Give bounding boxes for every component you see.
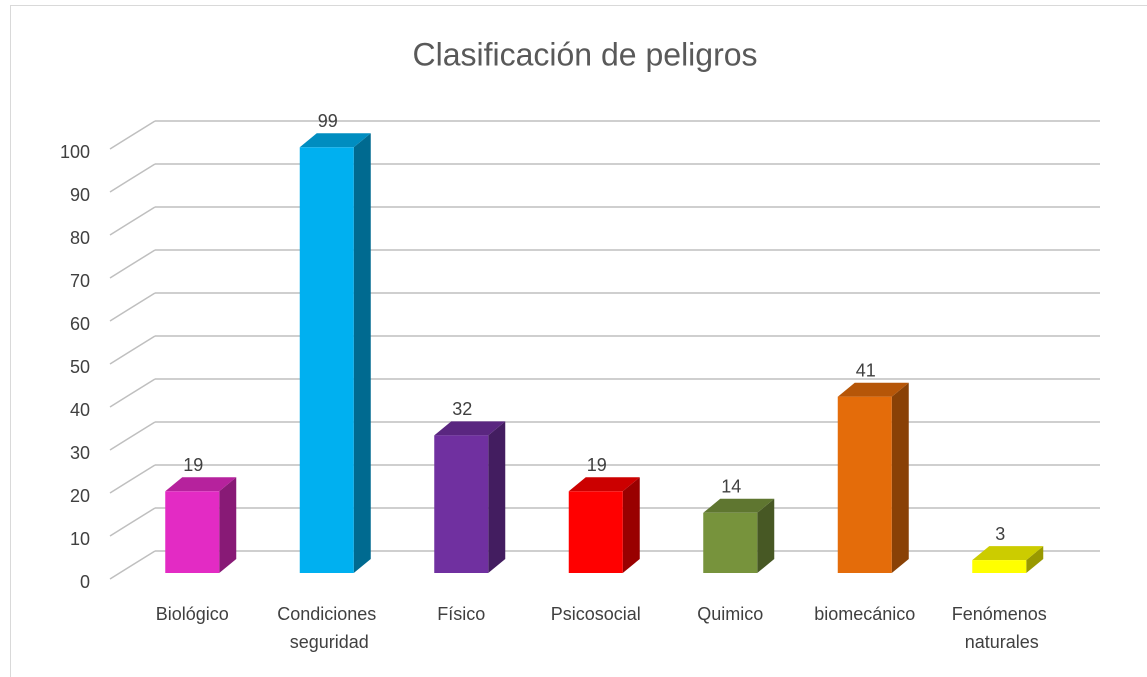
y-tick-label: 70 xyxy=(70,271,90,291)
data-label: 41 xyxy=(856,360,876,380)
grid-line xyxy=(109,206,156,236)
x-tick-label: Físico xyxy=(437,604,485,624)
y-tick-label: 90 xyxy=(70,185,90,205)
bar xyxy=(299,147,354,574)
data-label: 99 xyxy=(318,111,338,131)
grid-line xyxy=(109,249,156,279)
x-tick-label: biomecánico xyxy=(814,604,915,624)
y-tick-label: 60 xyxy=(70,314,90,334)
grid-line xyxy=(109,335,156,365)
y-tick-label: 80 xyxy=(70,228,90,248)
bar-top xyxy=(165,477,237,492)
bar-top xyxy=(299,133,371,148)
bar xyxy=(703,512,758,573)
data-label: 32 xyxy=(452,399,472,419)
x-tick-label: Biológico xyxy=(156,604,229,624)
grid-line xyxy=(109,421,156,451)
bar-side xyxy=(1026,546,1044,573)
bar-side xyxy=(622,477,640,573)
bar-top xyxy=(434,421,506,436)
grid-line xyxy=(109,550,156,580)
bar-top xyxy=(703,498,775,513)
bar-top xyxy=(568,477,640,492)
bar-top xyxy=(972,546,1044,561)
y-tick-label: 10 xyxy=(70,529,90,549)
grid-line xyxy=(109,507,156,537)
grid-line xyxy=(109,163,156,193)
y-tick-label: 40 xyxy=(70,400,90,420)
bar xyxy=(972,560,1027,573)
bar xyxy=(568,491,623,573)
data-label: 14 xyxy=(721,477,741,497)
x-tick-label: Condiciones seguridad xyxy=(277,604,376,652)
bar-side xyxy=(757,498,775,573)
chart-border xyxy=(10,5,1147,677)
data-label: 19 xyxy=(587,455,607,475)
x-tick-label: Fenómenos naturales xyxy=(952,604,1047,652)
y-tick-label: 0 xyxy=(80,572,90,592)
data-label: 19 xyxy=(183,455,203,475)
grid-line xyxy=(109,464,156,494)
grid-line xyxy=(109,378,156,408)
data-label: 3 xyxy=(995,524,1005,544)
bar-side xyxy=(488,421,506,573)
bar xyxy=(434,435,489,573)
y-tick-label: 100 xyxy=(60,142,90,162)
bar-side xyxy=(891,382,909,573)
y-tick-label: 50 xyxy=(70,357,90,377)
y-tick-label: 30 xyxy=(70,443,90,463)
x-tick-label: Quimico xyxy=(697,604,763,624)
bar-side xyxy=(353,133,371,574)
grid-line xyxy=(109,120,156,150)
chart-title: Clasificación de peligros xyxy=(412,36,757,72)
grid-line xyxy=(109,292,156,322)
bar xyxy=(837,396,892,573)
bar-top xyxy=(837,382,909,397)
bar-side xyxy=(219,477,237,573)
x-tick-label: Psicosocial xyxy=(551,604,641,624)
y-tick-label: 20 xyxy=(70,486,90,506)
bar xyxy=(165,491,220,573)
